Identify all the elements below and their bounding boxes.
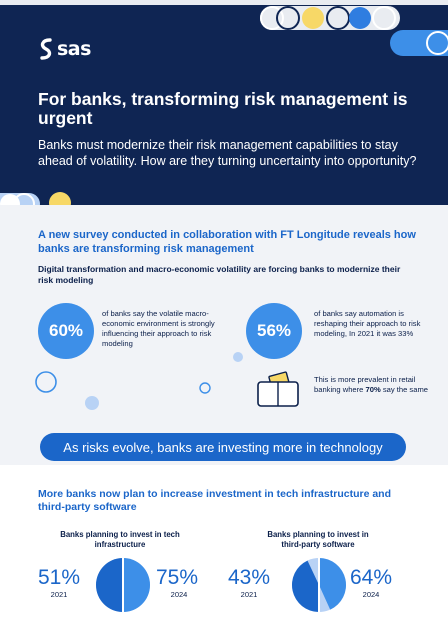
page-headline: For banks, transforming risk management …	[38, 89, 408, 128]
software-2024-value: 64%	[350, 566, 393, 589]
stat-circle-56: 56%	[246, 303, 302, 359]
sas-logo-icon	[40, 38, 52, 60]
intro-text: Banks must modernize their risk manageme…	[38, 138, 417, 168]
decorative-bubbles	[35, 352, 243, 410]
retail-note-highlight: 70%	[365, 385, 381, 394]
pie-slice-2024	[123, 558, 150, 612]
logo-wordmark: sas	[57, 38, 91, 60]
tech-infra-2024-year: 2024	[170, 590, 188, 599]
sas-logo: sas	[38, 38, 91, 60]
pie-slice-2021	[96, 558, 123, 612]
software-2021-value: 43%	[228, 566, 271, 589]
software-comparison-pie	[292, 556, 346, 614]
stat-circle-60: 60%	[38, 303, 94, 359]
decorative-pills-top	[260, 6, 448, 56]
pie-slice-2024	[319, 558, 346, 610]
stat-text-60: of banks say the volatile macro-economic…	[102, 309, 215, 348]
survey-subtitle: Digital transformation and macro-economi…	[38, 264, 401, 285]
software-2021-year: 2021	[240, 590, 258, 599]
tech-banner: As risks evolve, banks are investing mor…	[40, 433, 406, 461]
tech-infra-2021-value: 51%	[38, 566, 81, 589]
group-label-third-party-software: Banks planning to invest in third-party …	[267, 530, 369, 549]
investment-title: More banks now plan to increase investme…	[38, 488, 391, 513]
stat-text-56: of banks say automation is reshaping the…	[314, 309, 421, 338]
tech-infra-2024-value: 75%	[156, 566, 199, 589]
top-strip	[0, 0, 448, 5]
group-label-tech-infrastructure: Banks planning to invest in tech infrast…	[60, 530, 180, 549]
tech-infra-comparison-pie	[96, 556, 150, 614]
retail-note: This is more prevalent in retail banking…	[314, 375, 432, 395]
header-banner: sas For banks, transforming risk managem…	[0, 0, 448, 205]
software-2024-year: 2024	[362, 590, 380, 599]
retail-note-before: This is more prevalent in retail banking…	[314, 375, 416, 394]
pie-slice-2021	[292, 560, 319, 612]
retail-note-after: say the same	[380, 385, 428, 394]
survey-title: A new survey conducted in collaboration …	[38, 229, 416, 255]
wallet-icon	[257, 371, 299, 407]
survey-section: A new survey conducted in collaboration …	[0, 205, 448, 465]
tech-infra-2021-year: 2021	[50, 590, 68, 599]
